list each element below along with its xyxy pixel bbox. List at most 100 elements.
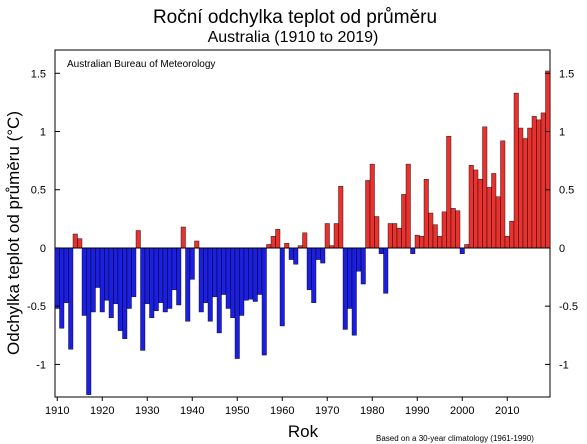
bar-1915 xyxy=(77,238,83,249)
bar-1918 xyxy=(90,247,96,313)
bar-1935 xyxy=(167,247,173,309)
bar-1941 xyxy=(194,240,200,249)
bar-1996 xyxy=(441,211,447,249)
bar-2010 xyxy=(504,236,510,249)
bar-1927 xyxy=(131,247,137,298)
bar-1931 xyxy=(149,247,155,319)
x-tick-label: 1940 xyxy=(180,405,204,417)
bar-2007 xyxy=(491,173,497,249)
bar-1953 xyxy=(248,247,254,300)
bar-1923 xyxy=(113,247,119,305)
bar-1980 xyxy=(369,163,375,249)
bar-1924 xyxy=(117,247,123,331)
bar-2012 xyxy=(513,92,519,249)
bar-1984 xyxy=(387,223,393,249)
bar-1993 xyxy=(428,212,434,249)
bar-1949 xyxy=(230,247,236,319)
x-tick-label: 1920 xyxy=(90,405,114,417)
bar-1954 xyxy=(252,247,258,302)
bar-1945 xyxy=(212,247,218,298)
bar-1921 xyxy=(104,247,110,301)
bar-1930 xyxy=(144,247,150,305)
bar-1991 xyxy=(419,236,425,249)
bar-1957 xyxy=(266,244,272,249)
bar-1959 xyxy=(275,229,281,249)
climatology-note: Based on a 30-year climatology (1961-199… xyxy=(376,434,534,443)
bar-2003 xyxy=(473,169,479,249)
bar-1936 xyxy=(171,247,177,291)
bar-1960 xyxy=(279,247,285,327)
bar-1911 xyxy=(59,247,65,329)
y-tick-right-label: -0.5 xyxy=(559,301,578,313)
bar-1965 xyxy=(302,232,308,249)
bar-2009 xyxy=(500,140,506,249)
bar-2014 xyxy=(522,138,528,249)
y-axis-label: Odchylka teplot od průměru (°C) xyxy=(4,111,23,355)
bar-2002 xyxy=(468,165,474,249)
y-axis-right: -1 -0.5 0 0.5 1 1.5 xyxy=(545,68,578,371)
bar-1913 xyxy=(68,247,74,350)
bar-1968 xyxy=(315,247,321,260)
bar-2000 xyxy=(459,247,465,254)
bar-1946 xyxy=(216,247,222,334)
bar-1967 xyxy=(311,247,317,303)
bar-1981 xyxy=(374,216,380,249)
bar-1956 xyxy=(261,247,267,356)
bar-1975 xyxy=(347,247,353,309)
bar-1995 xyxy=(437,236,443,249)
bar-1937 xyxy=(176,247,182,306)
bar-1939 xyxy=(185,247,191,322)
bar-2006 xyxy=(486,187,492,249)
y-tick-right-label: 1.5 xyxy=(559,68,574,80)
chart-title: Roční odchylka teplot od průměru xyxy=(153,7,437,28)
bar-1979 xyxy=(365,180,371,249)
x-axis-label: Rok xyxy=(288,422,319,441)
bar-1973 xyxy=(338,186,344,249)
bar-1978 xyxy=(360,247,366,285)
y-axis-left: -1 -0.5 0 0.5 1 1.5 xyxy=(27,68,60,371)
bar-1987 xyxy=(401,194,407,249)
bar-1926 xyxy=(126,247,132,309)
bar-1944 xyxy=(207,247,213,322)
x-tick-label: 1970 xyxy=(315,405,339,417)
y-tick-left-label: 0.5 xyxy=(31,185,46,197)
bar-2005 xyxy=(482,126,488,249)
y-tick-left-label: 0 xyxy=(40,243,46,255)
x-axis: 1910 1920 1930 1940 1950 1960 1970 1980 1990 2000… xyxy=(45,397,519,417)
bar-1955 xyxy=(257,247,263,295)
y-tick-left-label: 1 xyxy=(40,127,46,139)
bar-1989 xyxy=(410,247,416,254)
bar-1950 xyxy=(234,247,240,359)
bar-1969 xyxy=(320,247,326,264)
bar-1958 xyxy=(270,236,276,249)
bar-1961 xyxy=(284,243,290,249)
bar-2017 xyxy=(536,119,542,249)
x-tick-label: 1980 xyxy=(360,405,384,417)
y-tick-left-label: -0.5 xyxy=(27,301,46,313)
bar-1912 xyxy=(63,247,69,303)
bar-1928 xyxy=(135,230,141,249)
x-tick-label: 2010 xyxy=(495,405,519,417)
bar-1916 xyxy=(81,247,87,316)
y-tick-right-label: 0 xyxy=(559,243,565,255)
bar-1943 xyxy=(203,247,209,303)
bar-1920 xyxy=(99,247,105,313)
bar-1994 xyxy=(432,224,438,249)
bar-1917 xyxy=(86,247,92,395)
bar-1947 xyxy=(221,247,227,295)
bar-1922 xyxy=(108,247,114,319)
y-tick-right-label: -1 xyxy=(559,359,569,371)
bar-2015 xyxy=(527,127,533,249)
bar-1910 xyxy=(54,247,60,309)
bar-1988 xyxy=(405,163,411,249)
bar-1919 xyxy=(95,247,101,288)
bar-1998 xyxy=(450,208,456,249)
bar-1983 xyxy=(383,247,389,294)
bar-1974 xyxy=(342,247,348,330)
bar-1951 xyxy=(239,247,245,316)
bar-1972 xyxy=(333,223,339,249)
bar-1963 xyxy=(293,247,299,265)
bar-series xyxy=(54,70,551,395)
bar-1934 xyxy=(162,247,168,313)
